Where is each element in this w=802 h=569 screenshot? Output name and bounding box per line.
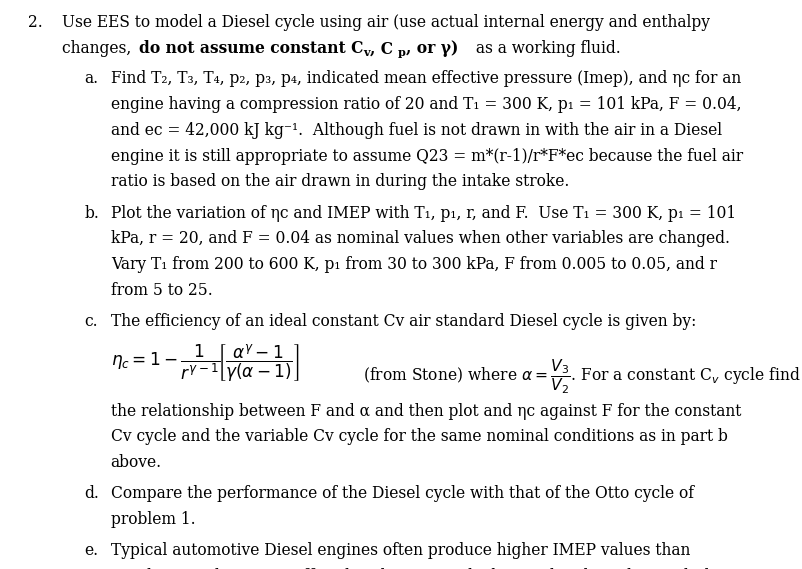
Text: Use EES to model a Diesel cycle using air (use actual internal energy and enthal: Use EES to model a Diesel cycle using ai…	[62, 14, 710, 31]
Text: b.: b.	[84, 204, 99, 221]
Text: kPa, r = 20, and F = 0.04 as nominal values when other variables are changed.: kPa, r = 20, and F = 0.04 as nominal val…	[111, 230, 730, 248]
Text: , C: , C	[371, 40, 393, 57]
Text: from 5 to 25.: from 5 to 25.	[111, 282, 213, 299]
Text: gasoline spark ignition offered in the same vehicle.  Explain how this might be: gasoline spark ignition offered in the s…	[111, 568, 723, 569]
Text: and ec = 42,000 kJ kg⁻¹.  Although fuel is not drawn in with the air in a Diesel: and ec = 42,000 kJ kg⁻¹. Although fuel i…	[111, 122, 722, 139]
Text: changes,: changes,	[62, 40, 136, 57]
Text: (from Stone) where $\alpha = \dfrac{V_3}{V_2}$. For a constant C$_v$ cycle find: (from Stone) where $\alpha = \dfrac{V_3}…	[363, 357, 801, 395]
Text: , or γ): , or γ)	[406, 40, 458, 57]
Text: Find T₂, T₃, T₄, p₂, p₃, p₄, indicated mean effective pressure (Imep), and ηc fo: Find T₂, T₃, T₄, p₂, p₃, p₄, indicated m…	[111, 70, 741, 87]
Text: as a working fluid.: as a working fluid.	[471, 40, 621, 57]
Text: Cv cycle and the variable Cv cycle for the same nominal conditions as in part b: Cv cycle and the variable Cv cycle for t…	[111, 428, 727, 446]
Text: The efficiency of an ideal constant Cv air standard Diesel cycle is given by:: The efficiency of an ideal constant Cv a…	[111, 314, 696, 330]
Text: ratio is based on the air drawn in during the intake stroke.: ratio is based on the air drawn in durin…	[111, 174, 569, 191]
Text: Compare the performance of the Diesel cycle with that of the Otto cycle of: Compare the performance of the Diesel cy…	[111, 485, 694, 502]
Text: c.: c.	[84, 314, 98, 330]
Text: do not assume constant C: do not assume constant C	[139, 40, 363, 57]
Text: v: v	[363, 47, 369, 58]
Text: Typical automotive Diesel engines often produce higher IMEP values than: Typical automotive Diesel engines often …	[111, 542, 690, 559]
Text: d.: d.	[84, 485, 99, 502]
Text: p: p	[398, 47, 406, 58]
Text: Plot the variation of ηc and IMEP with T₁, p₁, r, and F.  Use T₁ = 300 K, p₁ = 1: Plot the variation of ηc and IMEP with T…	[111, 204, 735, 221]
Text: problem 1.: problem 1.	[111, 512, 196, 528]
Text: above.: above.	[111, 454, 162, 471]
Text: engine it is still appropriate to assume Q23 = m*(r-1)/r*F*ec because the fuel a: engine it is still appropriate to assume…	[111, 147, 743, 164]
Text: Vary T₁ from 200 to 600 K, p₁ from 30 to 300 kPa, F from 0.005 to 0.05, and r: Vary T₁ from 200 to 600 K, p₁ from 30 to…	[111, 256, 717, 273]
Text: engine having a compression ratio of 20 and T₁ = 300 K, p₁ = 101 kPa, F = 0.04,: engine having a compression ratio of 20 …	[111, 96, 741, 113]
Text: 2.: 2.	[28, 14, 43, 31]
Text: the relationship between F and α and then plot and ηc against F for the constant: the relationship between F and α and the…	[111, 402, 741, 419]
Text: a.: a.	[84, 70, 99, 87]
Text: e.: e.	[84, 542, 99, 559]
Text: $\eta_c = 1 - \dfrac{1}{r^{\gamma-1}}\!\left[\dfrac{\alpha^\gamma - 1}{\gamma(\a: $\eta_c = 1 - \dfrac{1}{r^{\gamma-1}}\!\…	[111, 343, 299, 384]
